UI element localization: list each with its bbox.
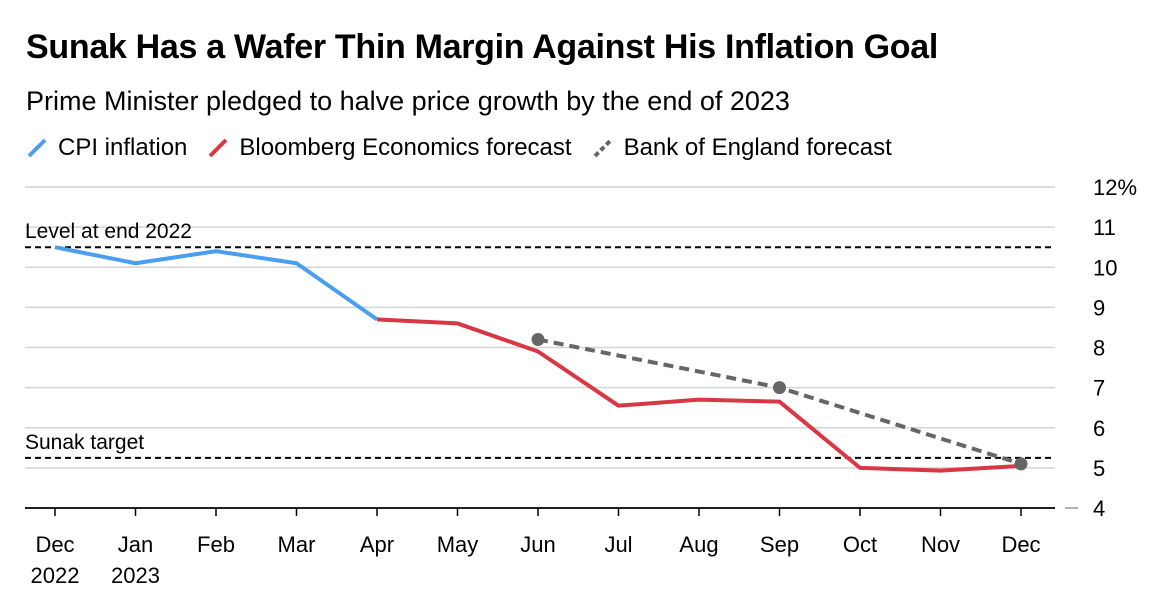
series-marker-bank-of-england-forecast-0 bbox=[531, 332, 545, 346]
y-tick-label-7: 7 bbox=[1093, 376, 1105, 401]
reference-label-sunak-target: Sunak target bbox=[25, 431, 144, 454]
legend-item-cpi: CPI inflation bbox=[26, 134, 187, 162]
legend-swatch-boe bbox=[593, 138, 612, 158]
y-tick-label-8: 8 bbox=[1093, 336, 1105, 361]
x-tick-label-6: Jun bbox=[520, 532, 555, 557]
x-tick-label-1: Jan bbox=[118, 532, 153, 557]
y-tick-label-12: 12% bbox=[1093, 175, 1137, 200]
reference-label-level-at-end-2022: Level at end 2022 bbox=[25, 220, 192, 243]
x-tick-label-2: Feb bbox=[197, 532, 235, 557]
legend-item-boe: Bank of England forecast bbox=[592, 134, 892, 162]
y-tick-label-5: 5 bbox=[1093, 456, 1105, 481]
x-tick-label-5: May bbox=[437, 532, 479, 557]
legend: CPI inflation Bloomberg Economics foreca… bbox=[26, 134, 912, 162]
x-tick-label-0-year: 2022 bbox=[31, 563, 80, 588]
x-tick-label-8: Aug bbox=[679, 532, 718, 557]
chart-title: Sunak Has a Wafer Thin Margin Against Hi… bbox=[26, 28, 939, 66]
legend-label-bloomberg: Bloomberg Economics forecast bbox=[239, 134, 572, 161]
legend-item-bloomberg: Bloomberg Economics forecast bbox=[207, 134, 572, 162]
x-tick-label-0: Dec bbox=[35, 532, 74, 557]
legend-label-boe: Bank of England forecast bbox=[623, 134, 892, 161]
series-marker-bank-of-england-forecast-1 bbox=[773, 381, 786, 395]
x-tick-label-9: Sep bbox=[760, 532, 799, 557]
series-line-bloomberg-economics-forecast bbox=[376, 317, 1022, 473]
y-tick-label-6: 6 bbox=[1093, 416, 1105, 441]
x-tick-label-7: Jul bbox=[604, 532, 632, 557]
series-marker-bank-of-england-forecast-2 bbox=[1014, 457, 1028, 471]
legend-swatch-bloomberg bbox=[208, 138, 228, 158]
x-tick-label-11: Nov bbox=[921, 532, 960, 557]
x-tick-label-4: Apr bbox=[360, 532, 394, 557]
chart-subtitle: Prime Minister pledged to halve price gr… bbox=[26, 86, 790, 116]
x-tick-label-1-year: 2023 bbox=[111, 563, 160, 588]
series-line-cpi-inflation bbox=[54, 245, 379, 322]
x-tick-label-12: Dec bbox=[1001, 532, 1040, 557]
x-tick-label-3: Mar bbox=[278, 532, 316, 557]
legend-swatch-cpi bbox=[27, 138, 47, 158]
y-tick-label-11: 11 bbox=[1093, 215, 1116, 240]
y-tick-label-10: 10 bbox=[1093, 255, 1117, 280]
y-tick-label-4: 4 bbox=[1093, 496, 1105, 521]
x-tick-label-10: Oct bbox=[843, 532, 877, 557]
y-tick-label-9: 9 bbox=[1093, 295, 1105, 320]
legend-label-cpi: CPI inflation bbox=[58, 134, 188, 161]
